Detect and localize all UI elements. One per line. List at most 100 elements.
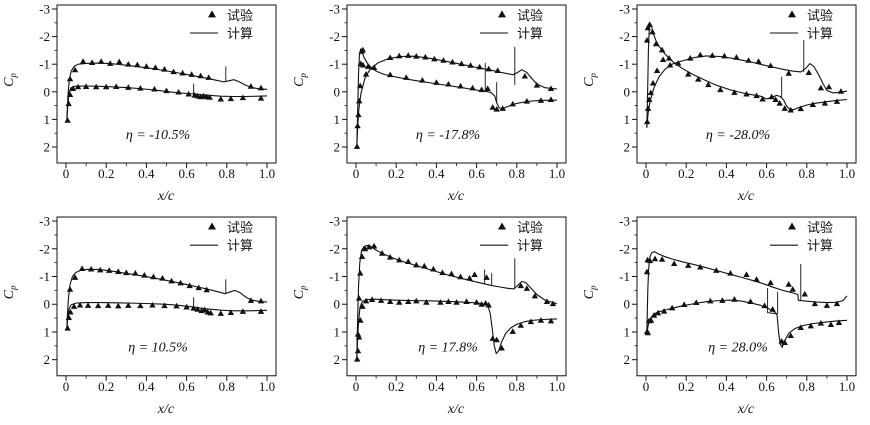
y-tick-label: 0 — [44, 84, 51, 99]
x-tick-label: 0.2 — [678, 379, 694, 394]
y-tick-label: 2 — [624, 140, 631, 155]
y-tick-label: -2 — [619, 29, 630, 44]
y-tick-label: 1 — [334, 112, 341, 127]
y-tick-label: -1 — [329, 269, 340, 284]
legend-computed-label: 计算 — [227, 26, 253, 41]
y-axis-label: Cp — [1, 285, 18, 299]
y-tick-label: 2 — [334, 140, 341, 155]
axis-ticks: 0 0.2 0.4 0.6 0.8 1.0 -3 -2 -1 0 1 2 — [619, 214, 855, 394]
y-tick-label: -1 — [39, 57, 50, 72]
experiment-points-experiment-lower — [64, 301, 265, 331]
x-tick-label: 0 — [63, 379, 70, 394]
x-tick-label: 0.2 — [678, 166, 694, 181]
computed-spikes — [484, 258, 516, 289]
x-tick-label: 0.4 — [428, 379, 445, 394]
experiment-points-experiment-lower — [644, 296, 843, 345]
y-tick-label: 1 — [43, 324, 50, 339]
y-tick-label: -1 — [329, 57, 340, 72]
x-tick-label: 0.8 — [219, 166, 235, 181]
eta-label: η = -28.0% — [706, 128, 770, 143]
legend-computed-label: 计算 — [517, 26, 543, 41]
x-axis-label: x/c — [447, 189, 465, 204]
y-axis-label: Cp — [2, 73, 18, 87]
y-tick-label: -3 — [329, 214, 340, 229]
x-tick-label: 0.4 — [428, 166, 445, 181]
y-tick-label: -3 — [619, 2, 630, 17]
x-tick-label: 0.4 — [718, 166, 735, 181]
axis-ticks: 0 0.2 0.4 0.6 0.8 1.0 -3 -2 -1 0 1 2 — [619, 2, 855, 182]
x-tick-label: 0.6 — [468, 379, 485, 394]
legend-computed-label: 计算 — [807, 238, 833, 253]
y-tick-label: -1 — [619, 269, 630, 284]
axis-ticks: 0 0.2 0.4 0.6 0.8 1.0 -3 -2 -1 0 1 2 — [329, 2, 565, 182]
computed-spikes — [767, 264, 802, 314]
x-tick-label: 0.6 — [468, 166, 485, 181]
x-tick-label: 0.4 — [718, 379, 735, 394]
x-axis-label: x/c — [737, 189, 755, 204]
experiment-points-experiment-lower — [354, 296, 555, 354]
legend-computed-label: 计算 — [807, 26, 833, 41]
axis-ticks: 0 0.2 0.4 0.6 0.8 1.0 -3 -2 -1 0 1 2 — [39, 2, 275, 182]
x-tick-label: 0 — [353, 166, 360, 181]
y-axis-label: Cp — [581, 285, 598, 299]
x-tick-label: 0.6 — [178, 379, 195, 394]
eta-label: η = -17.8% — [416, 128, 480, 143]
legend-experiment-label: 试验 — [807, 220, 833, 235]
plot-frame — [636, 216, 857, 377]
y-tick-label: 2 — [333, 352, 340, 367]
y-tick-label: -1 — [619, 57, 630, 72]
x-tick-label: 0.2 — [98, 166, 114, 181]
y-tick-label: -2 — [39, 29, 50, 44]
computed-curve-computed-upper — [646, 55, 848, 128]
y-axis-label: Cp — [292, 73, 308, 87]
x-tick-label: 0.6 — [758, 166, 775, 181]
y-axis-label: Cp — [582, 73, 598, 87]
experiment-points-experiment-upper — [66, 265, 265, 304]
y-tick-label: 0 — [333, 297, 340, 312]
eta-label: η = 17.8% — [418, 340, 477, 356]
x-tick-label: 0.4 — [138, 379, 155, 394]
y-tick-label: -3 — [39, 2, 50, 17]
x-tick-label: 1.0 — [259, 379, 276, 394]
y-tick-label: 1 — [333, 324, 340, 339]
experiment-points-experiment-upper — [354, 242, 557, 362]
y-tick-label: -2 — [329, 29, 340, 44]
experiment-points-experiment-lower — [643, 21, 841, 113]
legend-experiment-label: 试验 — [517, 8, 543, 23]
x-tick-label: 0.2 — [388, 166, 404, 181]
legend-computed-label: 计算 — [517, 238, 543, 253]
experiment-points-experiment-lower — [64, 83, 265, 123]
x-tick-label: 0.2 — [98, 379, 114, 394]
experiment-points-experiment-upper — [644, 51, 845, 125]
y-tick-label: 2 — [43, 352, 50, 367]
y-tick-label: 1 — [624, 112, 631, 127]
plot-frame — [56, 216, 277, 377]
computed-spikes — [484, 46, 516, 103]
y-tick-label: 0 — [43, 297, 50, 312]
eta-label: η = -10.5% — [126, 128, 190, 143]
plot-frame — [346, 216, 567, 377]
y-axis-label: Cp — [291, 285, 308, 299]
y-tick-label: -2 — [39, 241, 50, 256]
legend-experiment-label: 试验 — [807, 8, 833, 23]
experiment-points-experiment-upper — [66, 58, 265, 91]
x-axis-label: x/c — [737, 401, 755, 417]
y-tick-label: -3 — [39, 214, 50, 229]
y-tick-label: -3 — [619, 214, 630, 229]
y-tick-label: 0 — [624, 84, 631, 99]
x-tick-label: 0.8 — [509, 379, 526, 394]
computed-spikes — [781, 39, 805, 98]
computed-curve-computed-upper — [66, 268, 268, 330]
y-tick-label: -2 — [329, 241, 340, 256]
computed-curve-computed-upper — [646, 251, 848, 334]
